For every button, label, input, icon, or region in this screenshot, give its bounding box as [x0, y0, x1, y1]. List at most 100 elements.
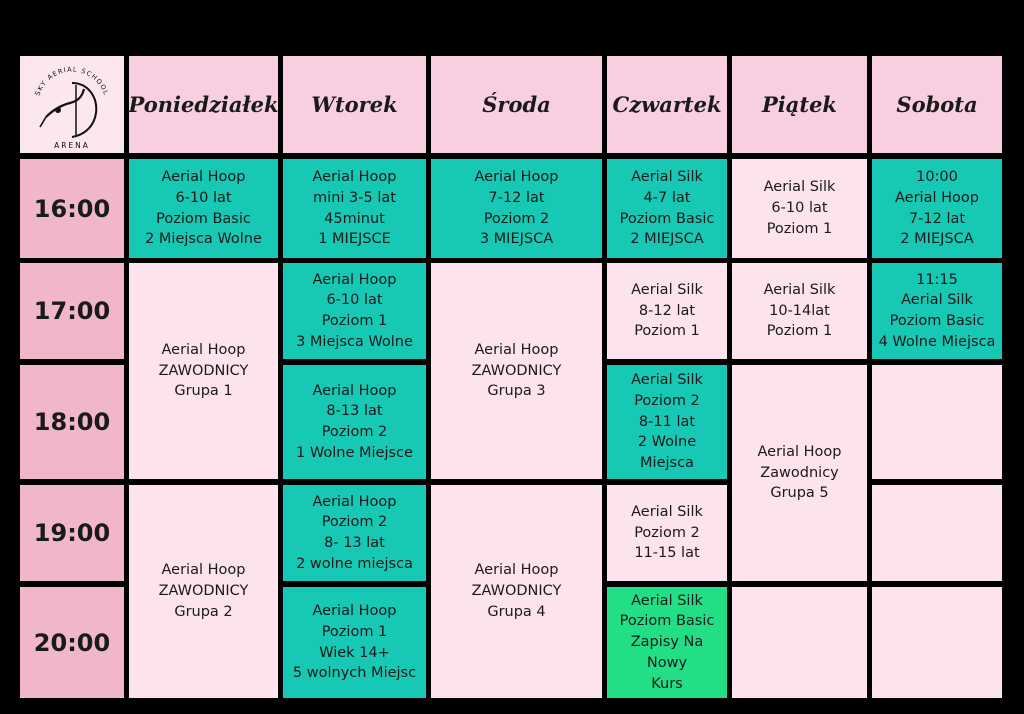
class-line: 8-13 lat	[326, 403, 383, 420]
class-line: 7-12 lat	[908, 210, 966, 227]
class-cell: Aerial Hoop 6-10 lat Poziom Basic 2 Miej…	[129, 159, 278, 258]
day-header-tuesday: Wtorek	[283, 56, 426, 153]
class-line: 2 Miejsca Wolne	[145, 231, 262, 248]
class-line: Aerial Silk	[763, 179, 836, 196]
class-cell: Aerial Silk 6-10 lat Poziom 1	[732, 159, 867, 258]
empty-cell	[872, 365, 1002, 479]
class-line: Aerial Hoop	[161, 562, 246, 579]
class-line: 4 Wolne Miejsca	[878, 333, 996, 350]
class-cell: Aerial Hoop ZAWODNICY Grupa 1	[129, 263, 278, 479]
class-line: Aerial Hoop	[312, 493, 397, 510]
class-cell: Aerial Silk Poziom Basic Zapisy Na Nowy …	[607, 587, 727, 698]
class-line: Aerial Hoop	[312, 271, 397, 288]
class-line: 1 MIEJSCE	[318, 231, 391, 248]
class-line: 4-7 lat	[643, 189, 691, 206]
time-slot-1800: 18:00	[20, 365, 124, 479]
school-logo: SKY AERIAL SCHOOL ARENA	[20, 56, 124, 153]
class-line: Aerial Silk	[631, 281, 703, 298]
class-cell: Aerial Silk 8-12 lat Poziom 1	[607, 263, 727, 359]
class-cell: Aerial Silk 10-14lat Poziom 1	[732, 263, 867, 359]
class-line: ZAWODNICY	[471, 583, 562, 600]
class-line: 45minut	[324, 210, 385, 227]
class-line: ZAWODNICY	[158, 362, 249, 379]
class-line: Aerial Hoop	[895, 189, 979, 206]
class-line: Nowy	[646, 654, 688, 671]
class-cell: Aerial Hoop Zawodnicy Grupa 5	[732, 365, 867, 581]
class-line: 2 MIEJSCA	[630, 231, 704, 248]
empty-cell	[872, 587, 1002, 698]
class-line: Grupa 2	[174, 603, 233, 620]
class-cell: Aerial Hoop ZAWODNICY Grupa 2	[129, 485, 278, 698]
class-line: 8-11 lat	[638, 413, 696, 430]
class-cell: Aerial Hoop ZAWODNICY Grupa 4	[431, 485, 602, 698]
empty-cell	[872, 485, 1002, 581]
class-line: 2 wolne miejsca	[296, 555, 413, 572]
class-cell: Aerial Hoop ZAWODNICY Grupa 3	[431, 263, 602, 479]
class-cell: Aerial Hoop 8-13 lat Poziom 2 1 Wolne Mi…	[283, 365, 426, 479]
class-line: Poziom 2	[321, 424, 388, 440]
class-line: Aerial Hoop	[474, 341, 559, 358]
class-line: Poziom Basic	[619, 210, 715, 227]
class-line: Grupa 3	[487, 383, 546, 400]
class-line: 6-10 lat	[326, 292, 383, 309]
class-line: Kurs	[651, 675, 683, 692]
class-cell: Aerial Hoop mini 3-5 lat 45minut 1 MIEJS…	[283, 159, 426, 258]
time-slot-1700: 17:00	[20, 263, 124, 359]
class-cell: Aerial Silk Poziom 2 11-15 lat	[607, 485, 727, 581]
class-line: 1 Wolne Miejsce	[296, 444, 413, 461]
class-cell: Aerial Hoop Poziom 1 Wiek 14+ 5 wolnych …	[283, 587, 426, 698]
day-header-thursday: Czwartek	[607, 56, 727, 153]
class-line: 2 Wolne	[637, 434, 697, 451]
day-header-wednesday: Środa	[431, 56, 602, 153]
class-line: Poziom Basic	[889, 313, 985, 329]
class-line: Poziom 2	[321, 514, 388, 531]
class-line: Poziom 2	[634, 524, 700, 541]
class-cell: Aerial Hoop Poziom 2 8- 13 lat 2 wolne m…	[283, 485, 426, 581]
class-cell: 10:00 Aerial Hoop 7-12 lat 2 MIEJSCA	[872, 159, 1002, 258]
class-line: 6-10 lat	[771, 200, 828, 217]
class-line: ZAWODNICY	[471, 362, 562, 379]
class-line: 10:00	[916, 169, 958, 186]
class-line: 8-12 lat	[638, 302, 696, 319]
class-line: Aerial Hoop	[474, 169, 559, 186]
class-line: 11:15	[916, 271, 958, 288]
class-line: 2 MIEJSCA	[900, 231, 974, 248]
class-line: Grupa 5	[770, 485, 829, 502]
class-line: mini 3-5 lat	[313, 189, 396, 206]
logo-arc-text: SKY AERIAL SCHOOL	[34, 65, 109, 96]
day-header-friday: Piątek	[732, 56, 867, 153]
time-slot-1900: 19:00	[20, 485, 124, 581]
class-line: Zawodnicy	[760, 464, 839, 481]
class-line: Zapisy Na	[630, 634, 704, 651]
class-cell: Aerial Silk 4-7 lat Poziom Basic 2 MIEJS…	[607, 159, 727, 258]
class-line: Poziom Basic	[156, 210, 251, 227]
time-slot-1600: 16:00	[20, 159, 124, 258]
class-cell: Aerial Silk Poziom 2 8-11 lat 2 Wolne Mi…	[607, 365, 727, 479]
class-line: Miejsca	[640, 455, 694, 472]
class-line: Aerial Hoop	[312, 382, 397, 399]
class-line: 5 wolnych Miejsc	[292, 665, 417, 682]
class-line: Grupa 4	[487, 603, 546, 620]
class-line: Poziom 2	[483, 210, 550, 227]
class-line: Aerial Silk	[631, 372, 703, 389]
class-line: 11-15 lat	[634, 545, 700, 562]
class-line: Poziom 1	[634, 323, 700, 340]
class-line: Aerial Hoop	[312, 603, 397, 620]
class-line: Aerial Silk	[631, 592, 703, 609]
class-line: Aerial Hoop	[312, 169, 397, 186]
class-line: Aerial Silk	[631, 503, 703, 520]
svg-text:SKY AERIAL SCHOOL: SKY AERIAL SCHOOL	[34, 65, 111, 96]
day-header-saturday: Sobota	[872, 56, 1002, 153]
class-line: 7-12 lat	[488, 189, 545, 206]
class-line: 8- 13 lat	[324, 535, 385, 551]
class-line: Grupa 1	[174, 383, 233, 400]
class-line: Aerial Silk	[901, 292, 973, 309]
class-line: 3 MIEJSCA	[479, 231, 554, 248]
class-line: Poziom 1	[766, 220, 833, 237]
class-cell: Aerial Hoop 6-10 lat Poziom 1 3 Miejsca …	[283, 263, 426, 359]
time-slot-2000: 20:00	[20, 587, 124, 698]
aerial-hoop-logo-icon: SKY AERIAL SCHOOL ARENA	[34, 65, 111, 150]
class-line: Poziom 1	[766, 323, 833, 340]
class-line: Aerial Hoop	[757, 443, 842, 460]
class-line: 10-14lat	[769, 302, 830, 319]
